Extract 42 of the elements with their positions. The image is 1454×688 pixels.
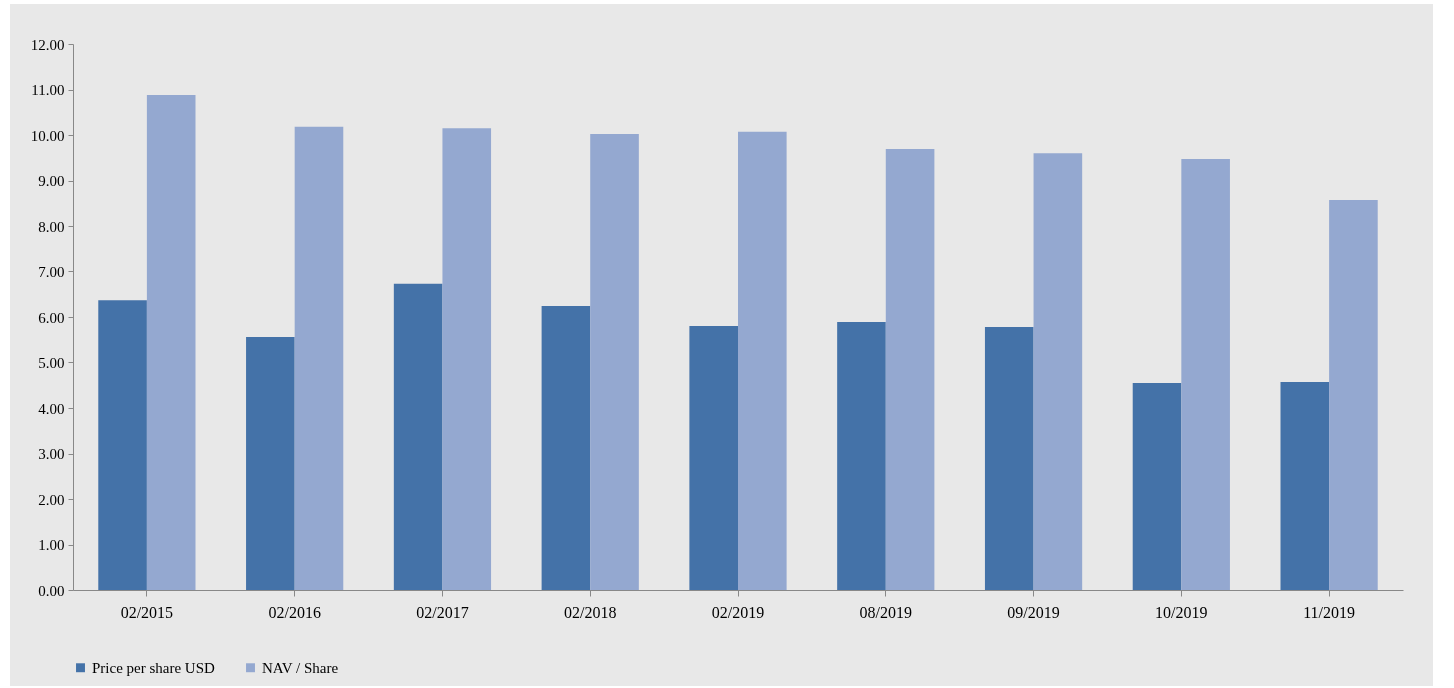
x-tick-label: 02/2015 [120, 603, 174, 621]
bar [442, 128, 492, 590]
x-tick-label: 02/2019 [711, 603, 765, 621]
x-tick-label: 02/2017 [416, 603, 469, 621]
bar [738, 131, 787, 590]
x-tick-label: 09/2019 [1007, 603, 1060, 621]
y-tick-label: 11.00 [31, 82, 65, 98]
bar [246, 337, 295, 590]
bar [689, 326, 738, 590]
y-tick-label: 4.00 [38, 400, 65, 417]
x-tick-label: 10/2019 [1155, 603, 1208, 621]
bar [1033, 153, 1083, 590]
bar [98, 300, 147, 590]
bar [590, 134, 639, 590]
bar [1329, 200, 1378, 590]
y-tick-label: 9.00 [38, 173, 65, 189]
bar [1280, 382, 1330, 590]
bar [393, 283, 443, 590]
legend-label: NAV / Share [262, 659, 339, 676]
x-tick-label: 02/2016 [268, 603, 321, 621]
y-tick-label: 7.00 [38, 264, 65, 280]
y-tick-label: 10.00 [30, 127, 65, 144]
x-tick-label: 02/2018 [564, 603, 617, 621]
y-tick-label: 5.00 [38, 355, 65, 371]
legend-label: Price per share USD [92, 659, 216, 676]
bar [1132, 382, 1182, 590]
y-tick-label: 2.00 [38, 491, 65, 508]
bar [984, 327, 1034, 590]
y-tick-label: 8.00 [38, 218, 65, 235]
y-tick-label: 1.00 [38, 537, 65, 553]
x-tick-label: 11/2019 [1303, 603, 1356, 621]
bar [294, 126, 344, 590]
y-tick-label: 3.00 [38, 446, 65, 462]
y-tick-label: 0.00 [38, 582, 65, 599]
bar [1181, 159, 1230, 590]
bar [885, 149, 935, 590]
y-tick-label: 6.00 [38, 309, 65, 326]
bar [146, 94, 196, 590]
bar [541, 306, 591, 590]
bar [837, 322, 886, 590]
x-tick-label: 08/2019 [859, 603, 912, 621]
y-tick-label: 12.00 [30, 36, 65, 53]
